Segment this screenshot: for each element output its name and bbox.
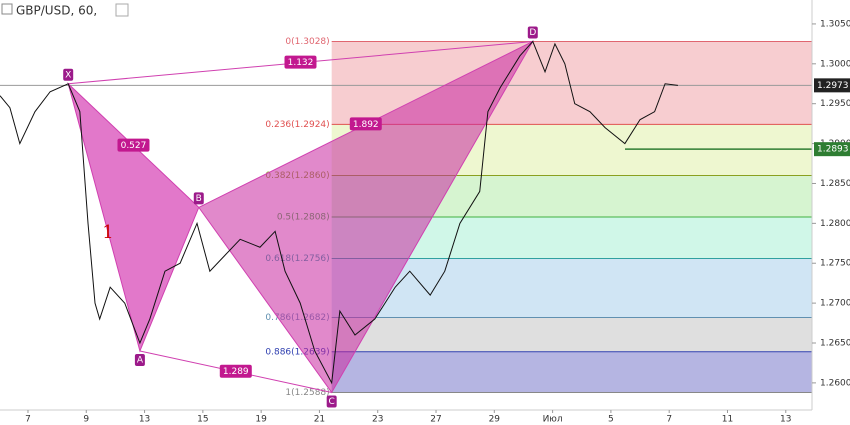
level-label: 1.2893 [817,145,849,155]
pattern-point [527,26,538,39]
x-tick-label: 7 [25,415,31,425]
x-tick-label: 11 [722,415,733,425]
symbol-title: GBP/USD, 60, [16,4,97,18]
y-tick-label: 1.2800 [820,219,850,229]
x-tick-label: 7 [666,415,672,425]
pattern-point-label: B [196,194,202,204]
y-tick-label: 1.2950 [820,99,850,109]
pattern-point-label: A [137,355,144,365]
ratio-badge-bg [349,117,382,131]
x-tick-label: 9 [83,415,89,425]
pattern-point-label: C [329,397,335,407]
fib-label: 1(1.2588) [285,388,329,398]
fib-band [331,258,812,318]
y-tick-label: 1.3000 [820,59,850,69]
ratio-badge-bg [117,138,150,152]
fib-label: 0.236(1.2924) [265,120,329,130]
y-tick-label: 1.2750 [820,259,850,269]
x-tick-label: 19 [255,415,267,425]
ratio-badge: 0.527 [121,141,147,151]
x-tick-label: 13 [139,415,150,425]
level-tag [814,142,850,157]
x-tick-label: 21 [314,415,325,425]
fib-band [331,317,812,352]
last-price-tag [814,78,850,93]
ratio-badge: 1.289 [223,367,249,377]
fib-label: 0.886(1.2639) [265,347,329,357]
pattern-point [193,192,204,205]
annotation: 1 [102,222,113,243]
pattern-point-label: D [529,28,536,38]
pattern-point [326,395,337,408]
ratio-badge-bg [219,364,252,378]
plot-area: 0(1.3028)0.236(1.2924)0.382(1.2860)0.5(1… [0,26,812,408]
pattern-point [63,68,74,81]
x-tick-label: 23 [372,415,383,425]
ratio-badge: 1.132 [288,58,314,68]
x-tick-label: 5 [608,415,614,425]
x-tick-label: 13 [780,415,791,425]
fib-label: 0(1.3028) [285,37,329,47]
y-tick-label: 1.2850 [820,179,850,189]
x-tick-label: 15 [197,415,208,425]
y-tick-label: 1.2650 [820,338,850,348]
ratio-badge: 1.892 [353,120,379,130]
fib-band [331,351,812,393]
pattern-point-label: X [65,70,71,80]
last-price-label: 1.2973 [817,81,849,91]
x-tick-label: Июл [543,415,563,425]
ratio-badge-bg [284,55,317,69]
icon[interactable] [1,3,13,15]
y-tick-label: 1.3050 [820,19,850,29]
pattern-point [134,353,145,366]
header: GBP/USD, 60, [1,3,129,18]
settings-button[interactable] [115,3,129,17]
y-tick-label: 1.2600 [820,378,850,388]
y-tick-label: 1.2700 [820,299,850,309]
x-tick-label: 29 [489,415,501,425]
x-tick-label: 27 [430,415,441,425]
price-line [0,40,678,385]
